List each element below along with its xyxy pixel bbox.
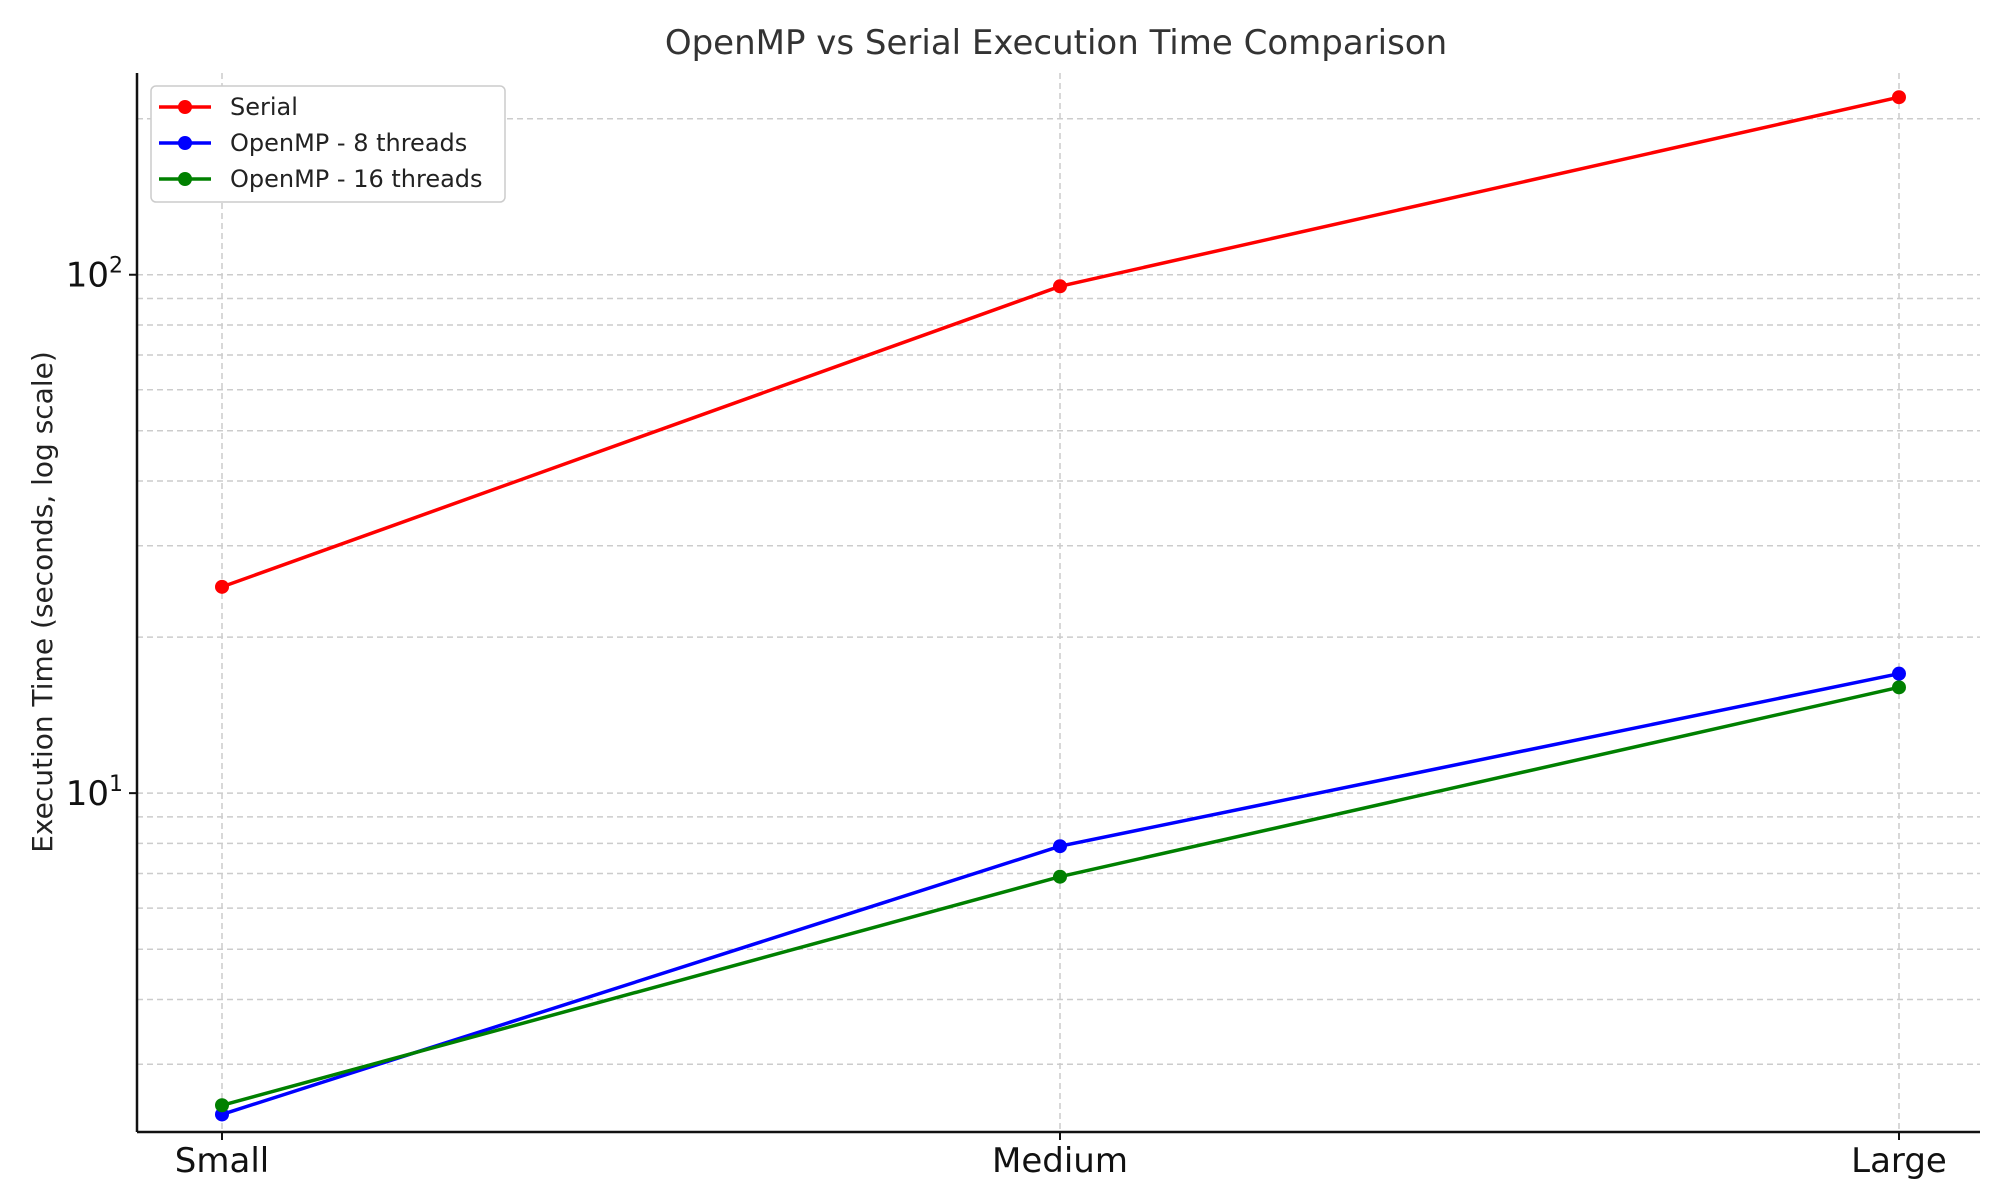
legend-marker	[178, 172, 192, 186]
grid	[137, 73, 1980, 1132]
x-tick-label: Small	[175, 1141, 269, 1181]
data-point	[1053, 279, 1067, 294]
x-ticks: Small Medium Large	[175, 1132, 1947, 1181]
legend-label: Serial	[230, 93, 298, 121]
y-ticks: 101 102	[66, 254, 137, 814]
x-tick-label: Large	[1851, 1141, 1947, 1181]
y-axis-label: Execution Time (seconds, log scale)	[26, 351, 59, 853]
legend-marker	[178, 100, 192, 114]
legend: Serial OpenMP - 8 threads OpenMP - 16 thre…	[150, 85, 506, 203]
data-point	[1892, 666, 1906, 681]
data-point	[1892, 90, 1906, 105]
axes	[135, 73, 1980, 1134]
y-tick-label: 101	[66, 772, 123, 814]
data-point	[1053, 869, 1067, 884]
y-tick-label: 102	[66, 254, 123, 296]
legend-marker	[178, 136, 192, 150]
x-tick-label: Medium	[992, 1141, 1128, 1181]
data-point	[215, 579, 229, 594]
legend-box	[150, 85, 506, 203]
legend-label: OpenMP - 8 threads	[230, 129, 467, 157]
data-point	[1053, 839, 1067, 854]
legend-label: OpenMP - 16 threads	[230, 165, 483, 193]
data-point	[215, 1098, 229, 1113]
series-layer	[215, 90, 1906, 1122]
data-point	[1892, 680, 1906, 695]
chart-title: OpenMP vs Serial Execution Time Comparis…	[665, 23, 1447, 63]
